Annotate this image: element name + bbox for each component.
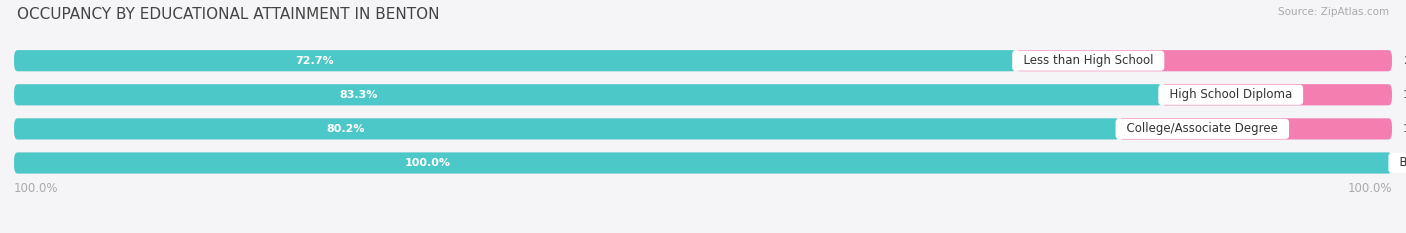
Text: Bachelor’s Degree or higher: Bachelor’s Degree or higher	[1392, 157, 1406, 169]
Text: 100.0%: 100.0%	[14, 182, 59, 195]
Text: 0.0%: 0.0%	[1403, 158, 1406, 168]
Text: 100.0%: 100.0%	[405, 158, 450, 168]
FancyBboxPatch shape	[14, 152, 1392, 174]
FancyBboxPatch shape	[14, 152, 1392, 174]
FancyBboxPatch shape	[14, 118, 1392, 140]
Text: Source: ZipAtlas.com: Source: ZipAtlas.com	[1278, 7, 1389, 17]
Text: 83.3%: 83.3%	[339, 90, 378, 100]
FancyBboxPatch shape	[14, 50, 1392, 71]
Text: 80.2%: 80.2%	[326, 124, 364, 134]
Text: 27.3%: 27.3%	[1403, 56, 1406, 66]
FancyBboxPatch shape	[14, 84, 1161, 105]
Text: High School Diploma: High School Diploma	[1161, 88, 1299, 101]
FancyBboxPatch shape	[1015, 50, 1392, 71]
Text: Less than High School: Less than High School	[1015, 54, 1161, 67]
FancyBboxPatch shape	[1161, 84, 1392, 105]
Legend: Owner-occupied, Renter-occupied: Owner-occupied, Renter-occupied	[568, 229, 838, 233]
Text: 16.7%: 16.7%	[1403, 90, 1406, 100]
Text: 72.7%: 72.7%	[295, 56, 333, 66]
Text: College/Associate Degree: College/Associate Degree	[1119, 122, 1285, 135]
Text: 100.0%: 100.0%	[1347, 182, 1392, 195]
FancyBboxPatch shape	[1392, 152, 1406, 174]
FancyBboxPatch shape	[14, 50, 1015, 71]
Text: 19.8%: 19.8%	[1403, 124, 1406, 134]
Text: OCCUPANCY BY EDUCATIONAL ATTAINMENT IN BENTON: OCCUPANCY BY EDUCATIONAL ATTAINMENT IN B…	[17, 7, 439, 22]
FancyBboxPatch shape	[14, 118, 1119, 140]
FancyBboxPatch shape	[14, 84, 1392, 105]
FancyBboxPatch shape	[1119, 118, 1392, 140]
